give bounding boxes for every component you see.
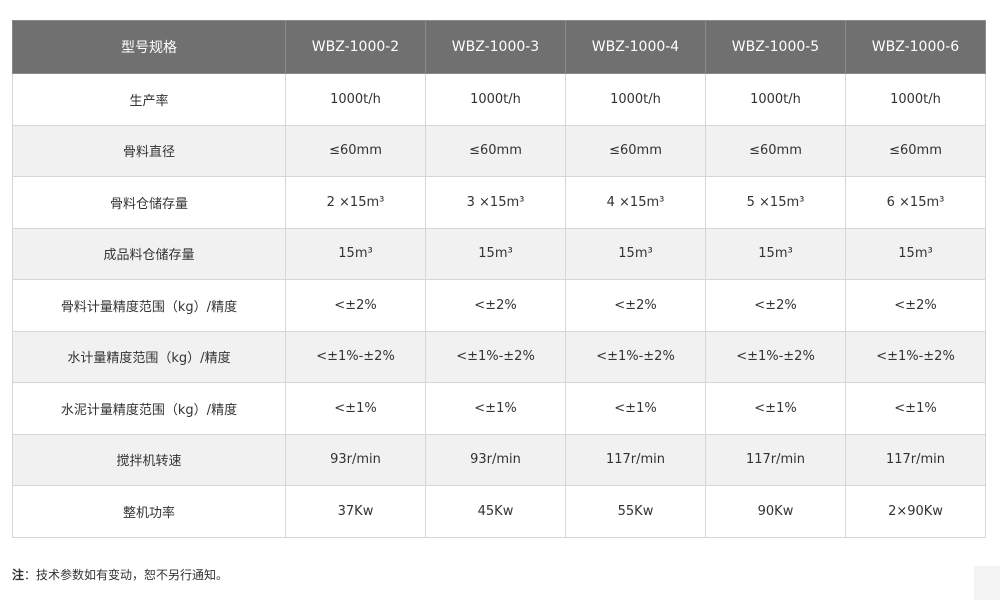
table-cell: 1000t/h <box>425 73 566 126</box>
table-cell: 55Kw <box>565 485 706 538</box>
table-cell: 15m³ <box>285 227 426 280</box>
table-cell: 2 ×15m³ <box>285 176 426 229</box>
table-cell: ≤60mm <box>705 124 846 177</box>
table-cell: 6 ×15m³ <box>845 176 986 229</box>
table-cell: 15m³ <box>705 227 846 280</box>
table-cell: 3 ×15m³ <box>425 176 566 229</box>
table-cell: ≤60mm <box>565 124 706 177</box>
row-label: 骨料计量精度范围（kg）/精度 <box>12 279 286 332</box>
header-row: 型号规格 WBZ-1000-2 WBZ-1000-3 WBZ-1000-4 WB… <box>12 20 986 74</box>
row-label: 水泥计量精度范围（kg）/精度 <box>12 382 286 435</box>
row-label: 生产率 <box>12 73 286 126</box>
row-label: 整机功率 <box>12 485 286 538</box>
table-cell: <±1% <box>845 382 986 435</box>
table-cell: 90Kw <box>705 485 846 538</box>
corner-widget <box>974 566 1000 600</box>
table-cell: <±1%-±2% <box>705 330 846 383</box>
table-cell: <±2% <box>285 279 426 332</box>
footnote: 注：技术参数如有变动，恕不另行通知。 <box>12 566 228 583</box>
table-cell: 37Kw <box>285 485 426 538</box>
table-cell: <±1% <box>425 382 566 435</box>
spec-table-header: 型号规格 WBZ-1000-2 WBZ-1000-3 WBZ-1000-4 WB… <box>12 20 986 74</box>
table-row: 水泥计量精度范围（kg）/精度 <±1% <±1% <±1% <±1% <±1% <box>12 382 986 435</box>
table-cell: 4 ×15m³ <box>565 176 706 229</box>
table-cell: 117r/min <box>705 433 846 486</box>
table-row: 生产率 1000t/h 1000t/h 1000t/h 1000t/h 1000… <box>12 73 986 126</box>
table-cell: 117r/min <box>565 433 706 486</box>
row-label: 骨料直径 <box>12 124 286 177</box>
table-row: 水计量精度范围（kg）/精度 <±1%-±2% <±1%-±2% <±1%-±2… <box>12 330 986 383</box>
table-cell: 45Kw <box>425 485 566 538</box>
header-model: WBZ-1000-4 <box>565 20 706 74</box>
table-cell: <±2% <box>845 279 986 332</box>
table-cell: <±1%-±2% <box>425 330 566 383</box>
table-cell: <±1%-±2% <box>845 330 986 383</box>
table-cell: <±2% <box>425 279 566 332</box>
table-cell: <±1%-±2% <box>285 330 426 383</box>
table-cell: <±2% <box>565 279 706 332</box>
table-cell: <±1%-±2% <box>565 330 706 383</box>
table-cell: 1000t/h <box>845 73 986 126</box>
table-cell: <±2% <box>705 279 846 332</box>
table-cell: 15m³ <box>565 227 706 280</box>
table-cell: 2×90Kw <box>845 485 986 538</box>
row-label: 水计量精度范围（kg）/精度 <box>12 330 286 383</box>
table-cell: 5 ×15m³ <box>705 176 846 229</box>
table-cell: <±1% <box>565 382 706 435</box>
table-row: 骨料仓储存量 2 ×15m³ 3 ×15m³ 4 ×15m³ 5 ×15m³ 6… <box>12 176 986 229</box>
row-label: 搅拌机转速 <box>12 433 286 486</box>
row-label: 成品料仓储存量 <box>12 227 286 280</box>
table-cell: <±1% <box>285 382 426 435</box>
table-cell: 117r/min <box>845 433 986 486</box>
table-cell: 1000t/h <box>705 73 846 126</box>
footnote-text: ：技术参数如有变动，恕不另行通知。 <box>24 568 229 582</box>
footnote-label: 注 <box>12 568 25 582</box>
header-model: WBZ-1000-6 <box>845 20 986 74</box>
spec-table-body: 生产率 1000t/h 1000t/h 1000t/h 1000t/h 1000… <box>12 73 986 538</box>
table-cell: <±1% <box>705 382 846 435</box>
row-label: 骨料仓储存量 <box>12 176 286 229</box>
table-cell: ≤60mm <box>425 124 566 177</box>
table-cell: 93r/min <box>425 433 566 486</box>
header-model: WBZ-1000-3 <box>425 20 566 74</box>
table-row: 搅拌机转速 93r/min 93r/min 117r/min 117r/min … <box>12 433 986 486</box>
header-model: WBZ-1000-2 <box>285 20 426 74</box>
table-row: 骨料计量精度范围（kg）/精度 <±2% <±2% <±2% <±2% <±2% <box>12 279 986 332</box>
table-cell: 1000t/h <box>285 73 426 126</box>
table-row: 成品料仓储存量 15m³ 15m³ 15m³ 15m³ 15m³ <box>12 227 986 280</box>
table-cell: ≤60mm <box>845 124 986 177</box>
header-model-spec: 型号规格 <box>12 20 286 74</box>
table-cell: ≤60mm <box>285 124 426 177</box>
table-row: 骨料直径 ≤60mm ≤60mm ≤60mm ≤60mm ≤60mm <box>12 124 986 177</box>
table-cell: 93r/min <box>285 433 426 486</box>
table-cell: 15m³ <box>845 227 986 280</box>
table-cell: 15m³ <box>425 227 566 280</box>
table-cell: 1000t/h <box>565 73 706 126</box>
spec-table: 型号规格 WBZ-1000-2 WBZ-1000-3 WBZ-1000-4 WB… <box>12 20 986 538</box>
table-row: 整机功率 37Kw 45Kw 55Kw 90Kw 2×90Kw <box>12 485 986 538</box>
header-model: WBZ-1000-5 <box>705 20 846 74</box>
